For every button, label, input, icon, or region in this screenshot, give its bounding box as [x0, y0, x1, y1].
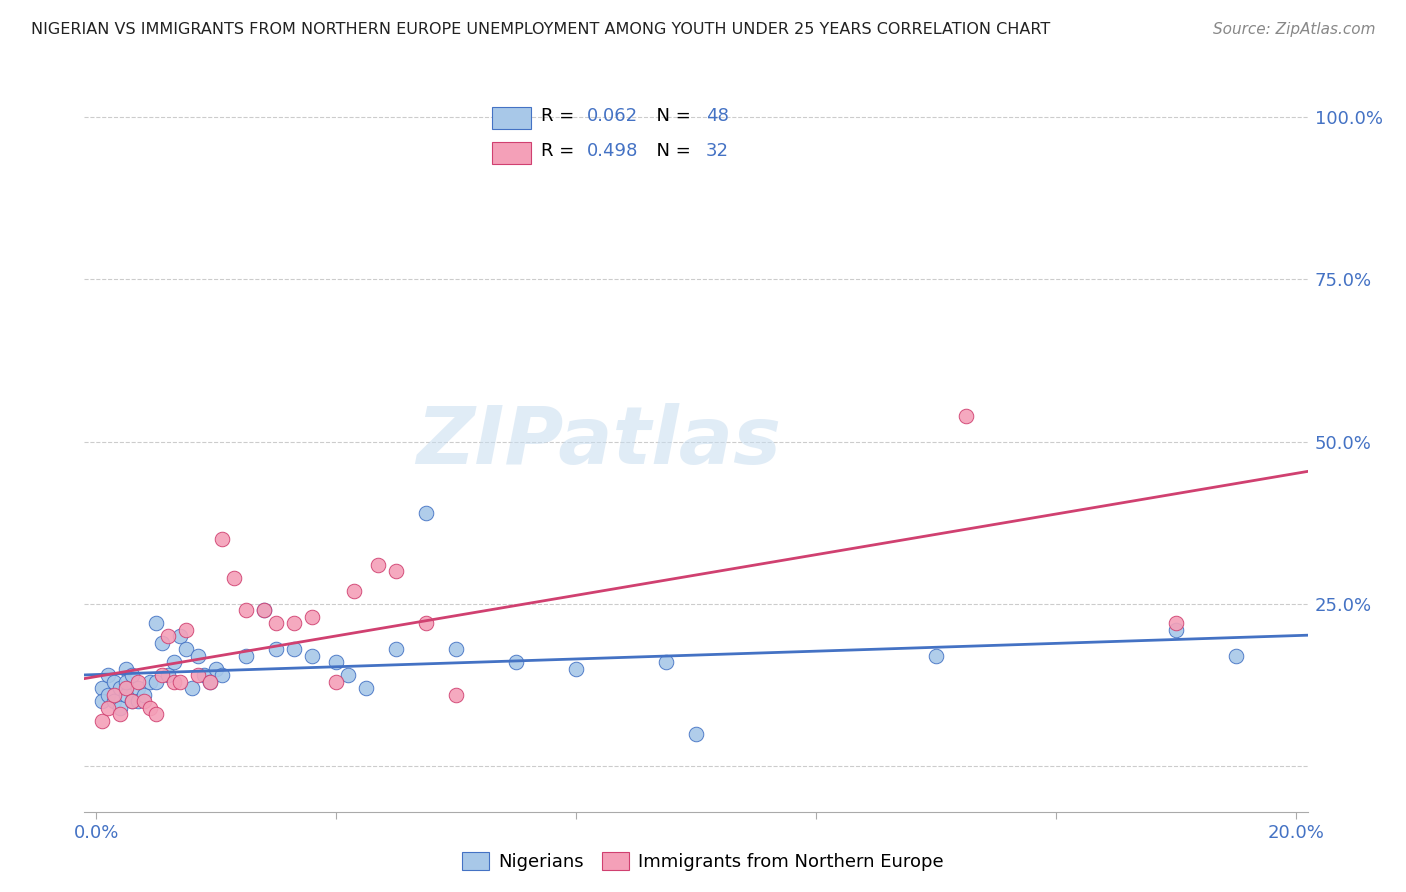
- Point: [187, 648, 209, 663]
- Point: [1164, 616, 1187, 631]
- Point: [174, 623, 197, 637]
- Point: [415, 506, 437, 520]
- Point: [127, 681, 149, 696]
- Text: R =: R =: [541, 107, 579, 125]
- Point: [444, 688, 467, 702]
- Point: [235, 603, 257, 617]
- Point: [157, 629, 180, 643]
- Point: [103, 688, 125, 702]
- Legend: Nigerians, Immigrants from Northern Europe: Nigerians, Immigrants from Northern Euro…: [456, 845, 950, 879]
- Point: [103, 674, 125, 689]
- Point: [354, 681, 377, 696]
- Point: [115, 681, 138, 696]
- Point: [121, 668, 143, 682]
- Point: [150, 668, 173, 682]
- Point: [211, 668, 233, 682]
- FancyBboxPatch shape: [492, 107, 531, 129]
- Point: [127, 674, 149, 689]
- Point: [253, 603, 276, 617]
- Point: [337, 668, 360, 682]
- Text: 32: 32: [706, 142, 728, 160]
- Point: [145, 674, 167, 689]
- Point: [200, 674, 222, 689]
- Text: R =: R =: [541, 142, 579, 160]
- Point: [235, 648, 257, 663]
- Point: [283, 616, 305, 631]
- Text: N =: N =: [644, 107, 696, 125]
- Point: [110, 701, 132, 715]
- Point: [145, 707, 167, 722]
- Point: [1164, 623, 1187, 637]
- Point: [145, 616, 167, 631]
- Point: [127, 694, 149, 708]
- Point: [139, 674, 162, 689]
- Point: [97, 668, 120, 682]
- Point: [200, 674, 222, 689]
- Point: [264, 616, 287, 631]
- Point: [367, 558, 389, 572]
- Text: 0.498: 0.498: [588, 142, 638, 160]
- Point: [193, 668, 215, 682]
- Point: [925, 648, 948, 663]
- Point: [505, 656, 527, 670]
- Point: [325, 656, 347, 670]
- Point: [205, 662, 228, 676]
- Point: [157, 668, 180, 682]
- Point: [97, 688, 120, 702]
- Text: 0.062: 0.062: [588, 107, 638, 125]
- Point: [121, 694, 143, 708]
- Text: Source: ZipAtlas.com: Source: ZipAtlas.com: [1212, 22, 1375, 37]
- Text: 48: 48: [706, 107, 728, 125]
- Point: [187, 668, 209, 682]
- Point: [150, 636, 173, 650]
- Point: [343, 583, 366, 598]
- Point: [115, 674, 138, 689]
- Point: [91, 681, 114, 696]
- Point: [224, 571, 246, 585]
- Point: [91, 714, 114, 728]
- Point: [169, 674, 191, 689]
- Point: [385, 642, 408, 657]
- Point: [301, 610, 323, 624]
- Point: [181, 681, 204, 696]
- Point: [110, 681, 132, 696]
- Point: [163, 674, 186, 689]
- Text: NIGERIAN VS IMMIGRANTS FROM NORTHERN EUROPE UNEMPLOYMENT AMONG YOUTH UNDER 25 YE: NIGERIAN VS IMMIGRANTS FROM NORTHERN EUR…: [31, 22, 1050, 37]
- FancyBboxPatch shape: [492, 142, 531, 164]
- Point: [103, 694, 125, 708]
- Point: [655, 656, 678, 670]
- Point: [283, 642, 305, 657]
- Point: [301, 648, 323, 663]
- Point: [685, 727, 707, 741]
- Point: [565, 662, 588, 676]
- Point: [264, 642, 287, 657]
- Point: [211, 532, 233, 546]
- Point: [163, 656, 186, 670]
- Text: ZIPatlas: ZIPatlas: [416, 402, 780, 481]
- Point: [174, 642, 197, 657]
- Point: [110, 707, 132, 722]
- Point: [955, 409, 977, 423]
- Point: [415, 616, 437, 631]
- Point: [134, 688, 156, 702]
- Point: [134, 694, 156, 708]
- Point: [385, 565, 408, 579]
- Point: [97, 701, 120, 715]
- Point: [115, 662, 138, 676]
- Text: N =: N =: [644, 142, 696, 160]
- Point: [253, 603, 276, 617]
- Point: [115, 688, 138, 702]
- Point: [121, 694, 143, 708]
- Point: [325, 674, 347, 689]
- Point: [1225, 648, 1247, 663]
- Point: [444, 642, 467, 657]
- Point: [91, 694, 114, 708]
- Point: [139, 701, 162, 715]
- Point: [169, 629, 191, 643]
